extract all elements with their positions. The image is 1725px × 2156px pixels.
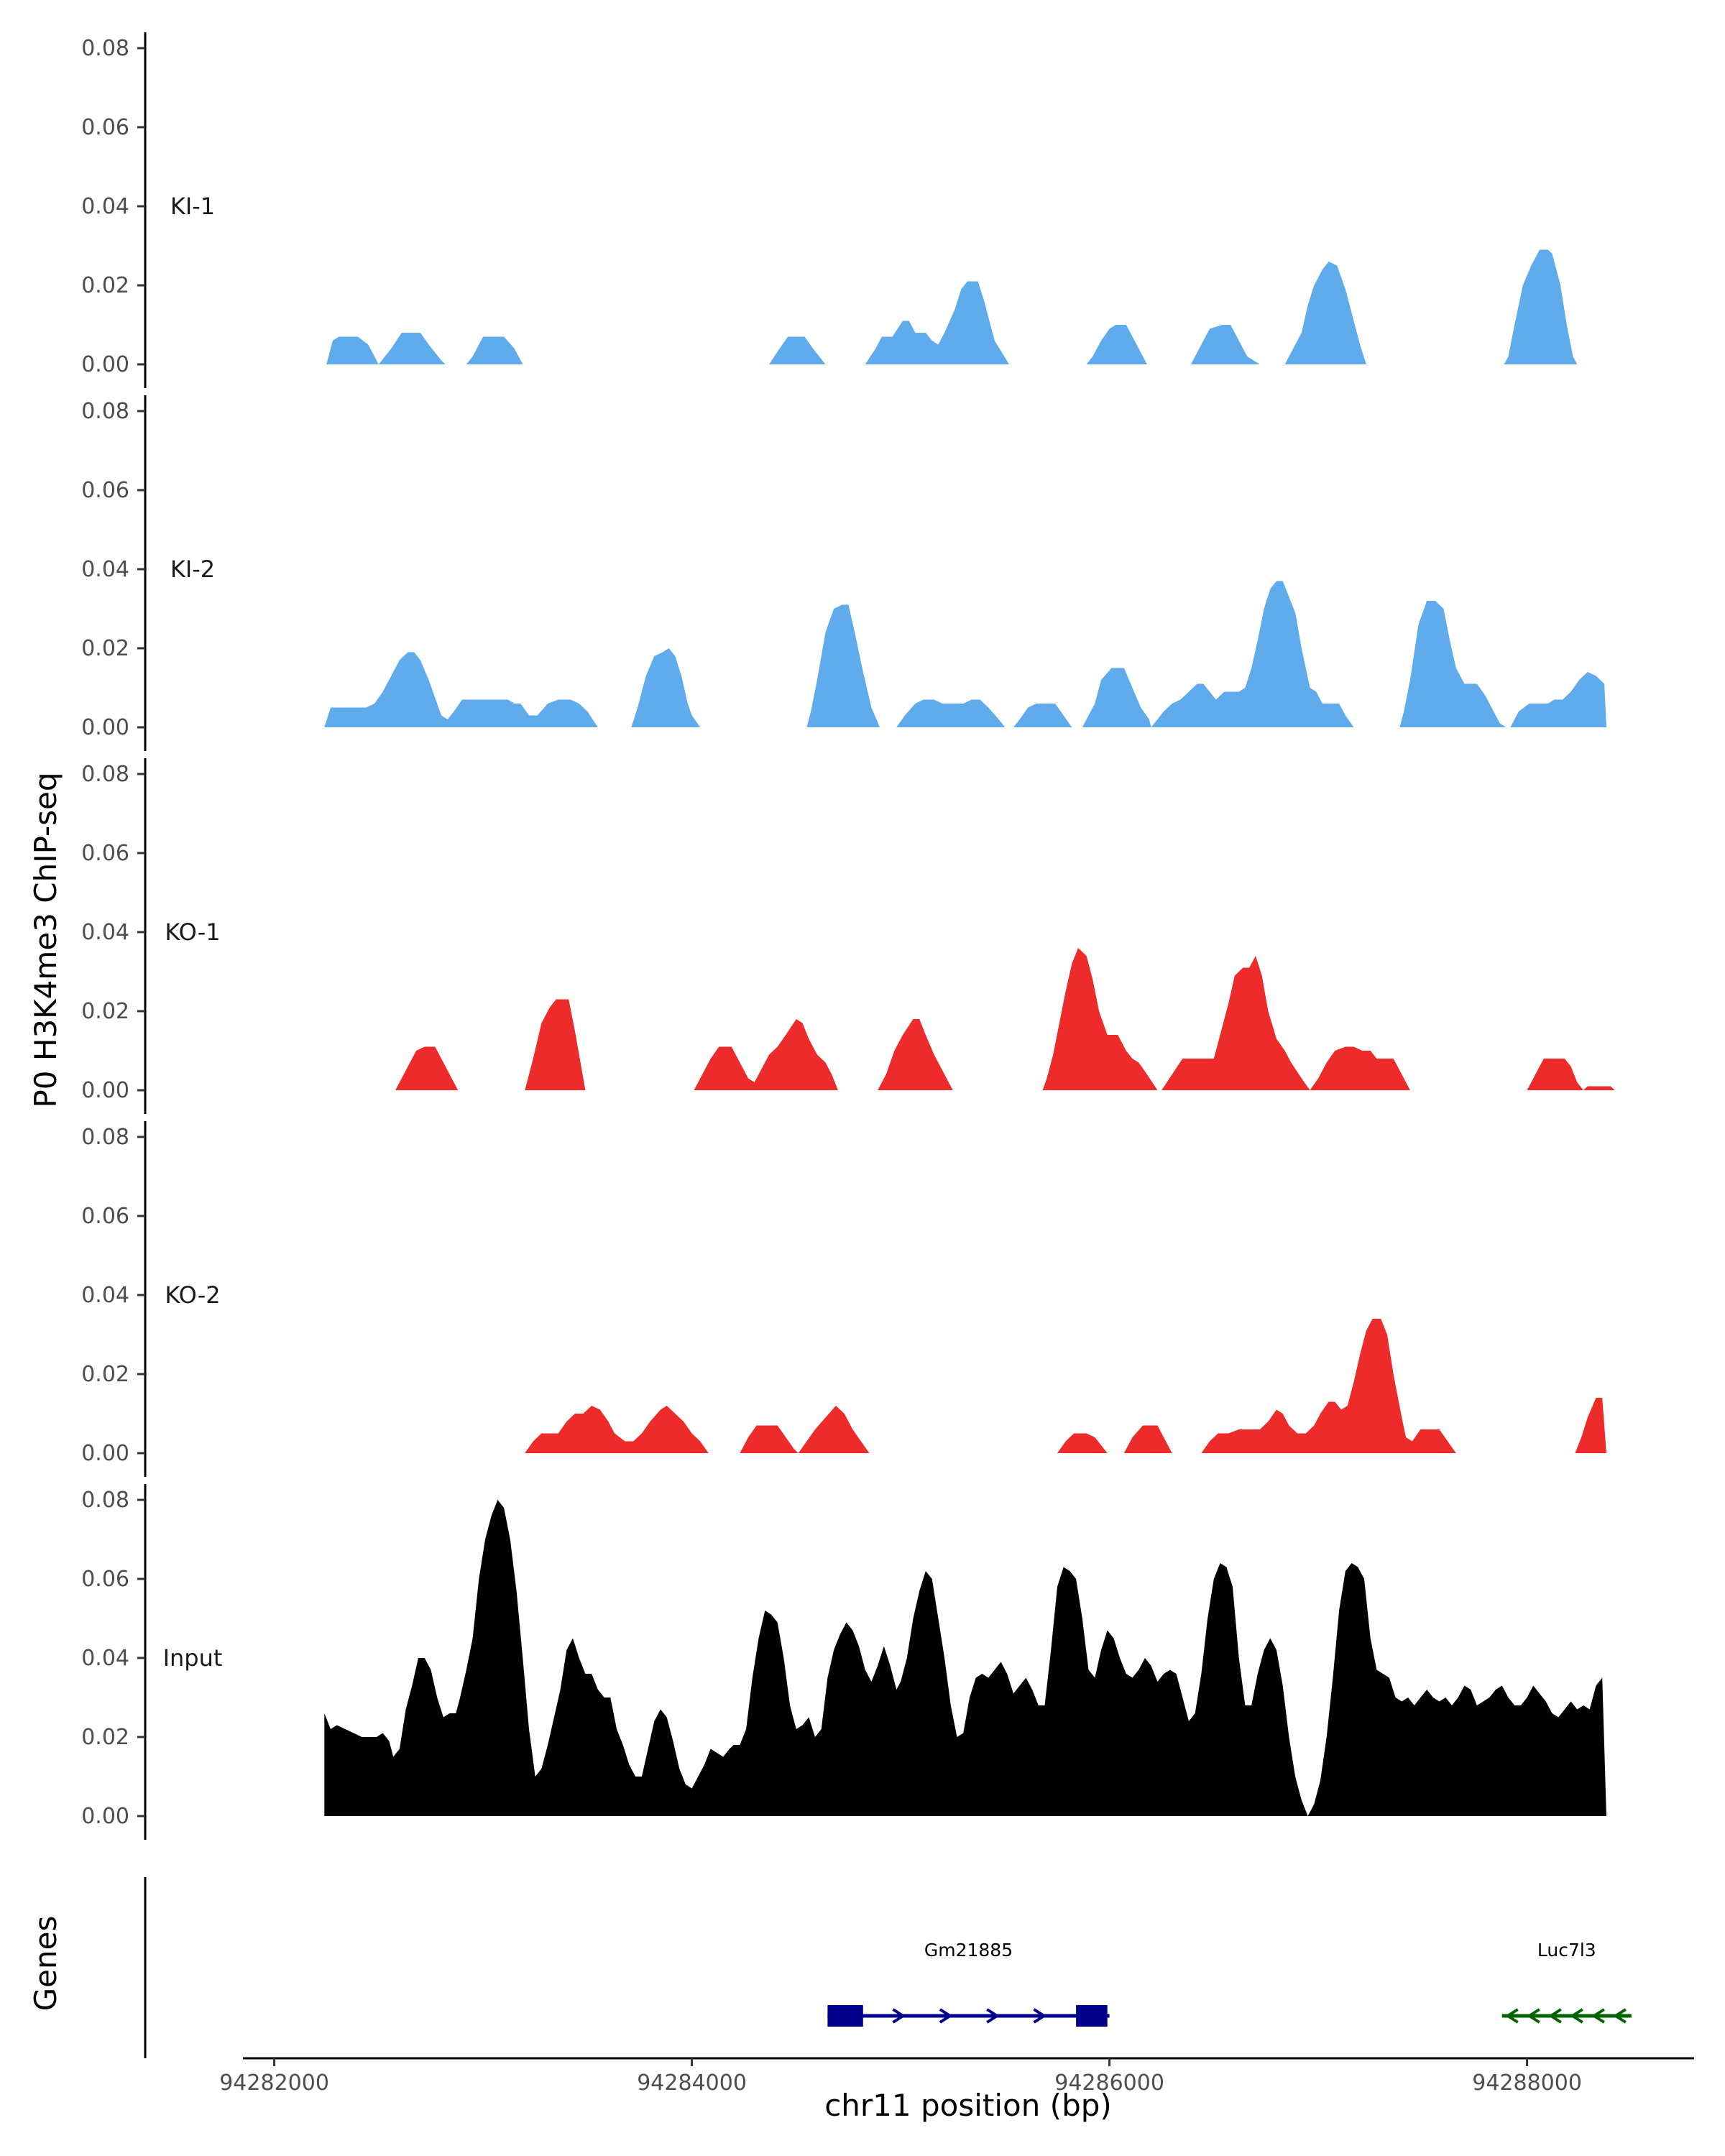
gene-exon — [1076, 2005, 1108, 2027]
signal-peak — [525, 1406, 709, 1453]
signal-peak — [525, 999, 586, 1090]
gene-gm21885: Gm21885 — [827, 1940, 1110, 2027]
gene-label: Luc7l3 — [1537, 1940, 1596, 1961]
signal-peak — [1201, 1319, 1456, 1453]
tracks-layer: 0.00 0.02 0.04 0.06 0.08 KI-1 0.00 0.02 0.04 0.06… — [81, 32, 1615, 1840]
x-axis: 94282000 94284000 94286000 94288000 — [219, 2057, 1694, 2096]
signal-peak — [865, 281, 1010, 364]
y-tick-label: 0.04 — [81, 557, 129, 582]
signal-peak — [395, 1046, 459, 1090]
signal-peak — [1399, 601, 1506, 727]
signal-peak — [1082, 581, 1354, 727]
gene-exon — [827, 2005, 863, 2027]
signal-peak — [694, 1019, 838, 1090]
y-tick-label: 0.06 — [81, 1567, 129, 1592]
y-tick-label: 0.04 — [81, 1283, 129, 1308]
signal-peak — [1310, 1046, 1410, 1090]
gene-label: Gm21885 — [924, 1940, 1013, 1961]
signal-peak — [1190, 325, 1260, 364]
y-tick-label: 0.00 — [81, 1804, 129, 1829]
track-label-ki-2: KI-2 — [170, 556, 215, 583]
signal-peak — [326, 333, 446, 364]
signal-peak — [1284, 262, 1366, 364]
y-tick-label: 0.06 — [81, 115, 129, 140]
strand-arrow — [892, 2008, 906, 2024]
y-tick-label: 0.02 — [81, 636, 129, 661]
signal-peak — [1086, 325, 1147, 364]
signal-peak — [1504, 249, 1578, 364]
track-label-ko-1: KO-1 — [165, 918, 220, 946]
signal-peak — [324, 652, 598, 727]
x-tick-label: 94288000 — [1472, 2070, 1582, 2096]
signal-peak — [806, 604, 880, 727]
y-tick-label: 0.04 — [81, 1646, 129, 1671]
y-tick-label: 0.08 — [81, 1488, 129, 1513]
y-tick-label: 0.00 — [81, 352, 129, 377]
y-tick-label: 0.06 — [81, 478, 129, 503]
track-panel-ki-2: 0.00 0.02 0.04 0.06 0.08 KI-2 — [81, 395, 1606, 751]
y-tick-label: 0.04 — [81, 194, 129, 219]
track-panel-ki-1: 0.00 0.02 0.04 0.06 0.08 KI-1 — [81, 32, 1578, 388]
track-panel-ko-1: 0.00 0.02 0.04 0.06 0.08 KO-1 — [81, 758, 1615, 1114]
genes-layer: Gm21885 Luc7l3 — [144, 1877, 1632, 2058]
gene-luc7l3: Luc7l3 — [1501, 1940, 1632, 2024]
y-tick-label: 0.02 — [81, 999, 129, 1024]
signal-peak — [324, 1500, 1606, 1816]
y-tick-label: 0.00 — [81, 1441, 129, 1466]
y-tick-label: 0.02 — [81, 1725, 129, 1750]
track-label-ki-1: KI-1 — [170, 193, 215, 220]
y-axis-title: P0 H3K4me3 ChIP-seq — [28, 772, 63, 1107]
strand-arrow — [986, 2008, 1000, 2024]
x-tick-label: 94284000 — [637, 2070, 747, 2096]
y-tick-label: 0.02 — [81, 1362, 129, 1387]
strand-arrow — [1033, 2008, 1047, 2024]
signal-peak — [1042, 948, 1158, 1090]
signal-peak — [1162, 956, 1310, 1090]
x-tick-label: 94286000 — [1054, 2070, 1164, 2096]
y-tick-label: 0.04 — [81, 920, 129, 945]
signal-peak — [896, 699, 1006, 727]
genes-panel-title: Genes — [28, 1916, 63, 2012]
y-tick-label: 0.02 — [81, 273, 129, 298]
signal-peak — [466, 336, 523, 364]
strand-arrow — [1591, 2008, 1605, 2024]
strand-arrow — [1527, 2008, 1540, 2024]
signal-peak — [1057, 1433, 1108, 1453]
strand-arrow — [1505, 2008, 1519, 2024]
signal-peak — [1510, 672, 1606, 727]
y-tick-label: 0.06 — [81, 841, 129, 866]
track-label-input: Input — [163, 1644, 223, 1672]
signal-peak — [740, 1406, 870, 1453]
signal-peak — [631, 648, 701, 727]
y-tick-label: 0.08 — [81, 1125, 129, 1150]
signal-peak — [1575, 1398, 1606, 1453]
x-axis-title: chr11 position (bp) — [824, 2088, 1112, 2123]
x-tick-label: 94282000 — [219, 2070, 329, 2096]
strand-arrow — [939, 2008, 953, 2024]
signal-peak — [1527, 1059, 1615, 1090]
strand-arrow — [1548, 2008, 1562, 2024]
y-tick-label: 0.08 — [81, 36, 129, 61]
strand-arrow — [1613, 2008, 1627, 2024]
signal-peak — [878, 1019, 953, 1090]
y-tick-label: 0.08 — [81, 399, 129, 424]
y-tick-label: 0.00 — [81, 1078, 129, 1103]
y-tick-label: 0.06 — [81, 1204, 129, 1229]
signal-peak — [1123, 1425, 1172, 1453]
strand-arrow — [1570, 2008, 1583, 2024]
y-tick-label: 0.08 — [81, 762, 129, 787]
track-panel-input: 0.00 0.02 0.04 0.06 0.08 Input — [81, 1484, 1606, 1840]
signal-peak — [769, 336, 826, 364]
y-tick-label: 0.00 — [81, 715, 129, 740]
signal-peak — [1013, 704, 1072, 727]
track-panel-ko-2: 0.00 0.02 0.04 0.06 0.08 KO-2 — [81, 1121, 1606, 1477]
track-label-ko-2: KO-2 — [165, 1281, 220, 1309]
